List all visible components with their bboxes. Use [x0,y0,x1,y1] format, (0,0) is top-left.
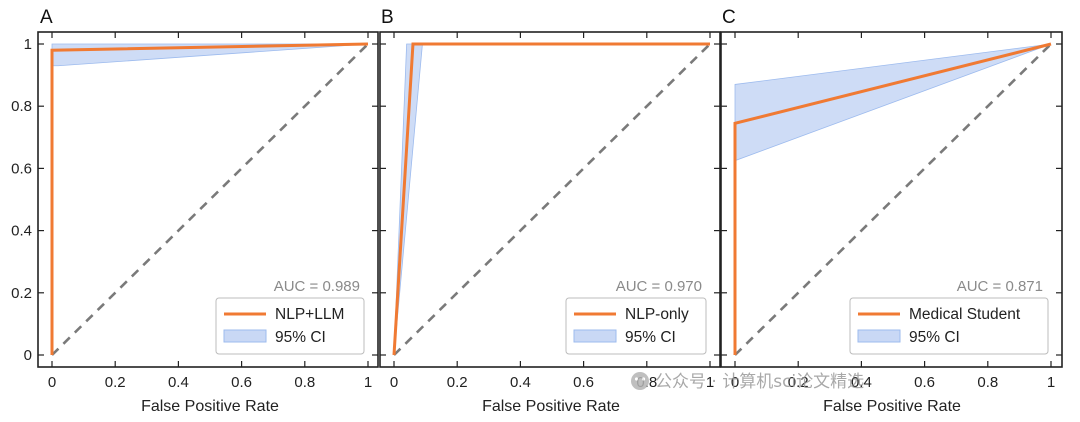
watermark: 公众号 · 计算机sci论文精选 [631,372,864,392]
panel-c-legend-entry-ci: 95% CI [909,329,960,346]
panel-b-x-tick-label: 1 [706,374,714,391]
panel-c-legend: Medical Student 95% CI [849,297,1049,355]
panel-letter-b: B [381,7,394,28]
panel-a-x-tick-label: 1 [364,374,372,391]
panel-a-x-tick-label: 0.8 [294,374,315,391]
panel-a-y-tick-label: 0 [24,347,32,364]
panel-c: C 0 0.2 0.4 0.6 0.8 1 AUC = 0.871 Medical Stu… [720,7,1063,415]
panel-a-y-tick-label: 0.2 [11,285,32,302]
panel-c-x-tick-label: 0.2 [788,374,809,391]
panel-b-auc-annotation: AUC = 0.970 [616,278,702,295]
panel-a-y-tick-label: 1 [24,36,32,53]
panel-c-x-axis-title: False Positive Rate [823,398,961,415]
panel-a-legend-entry-roc: NLP+LLM [275,306,344,323]
panel-a-y-tick-label: 0.6 [11,160,32,177]
panel-a-x-tick-label: 0 [48,374,56,391]
panel-b-legend-ci-swatch [573,329,617,343]
wechat-icon [631,372,649,390]
panel-letter-a: A [40,7,53,28]
panel-a-roc-curve [50,42,369,355]
panel-c-axes-frame [720,31,1063,368]
panel-b: B 00.20.40.60.81 AUC = 0.970 NLP-only 95… [379,7,721,415]
panel-b-plot-layer: 00.20.40.60.81 [379,31,721,391]
panel-a-x-tick-label: 0.4 [168,374,189,391]
panel-a-x-tick-label: 0.2 [105,374,126,391]
panel-c-chance-diagonal [734,43,1052,356]
panel-c-x-tick-label: 0.6 [914,374,935,391]
panel-a-plot-layer: 0 0.2 0.4 0.6 0.8 1 0 0.2 0.4 0.6 0.8 1 [11,31,379,391]
panel-a-x-axis-title: False Positive Rate [141,398,279,415]
panel-b-legend-entry-ci: 95% CI [625,329,676,346]
panel-c-x-tick-label: 1 [1047,374,1055,391]
panel-a-y-tick-label: 0.4 [11,223,32,240]
panel-c-roc-curve [733,42,1052,355]
panel-a-x-tick-label: 0.6 [231,374,252,391]
panel-a: A 0 0.2 0.4 0.6 0.8 1 0 0.2 0.4 0.6 0.8 1 AUC = 0.9… [11,7,379,415]
panel-b-axes-frame [379,31,721,368]
panel-b-chance-diagonal [393,43,711,356]
panel-b-x-tick-label: 0.6 [573,374,594,391]
panel-b-x-axis-title: False Positive Rate [482,398,620,415]
panel-a-legend: NLP+LLM 95% CI [215,297,365,355]
panel-b-ci-band [393,43,710,356]
panel-b-x-tick-label: 0 [390,374,398,391]
panel-a-legend-entry-ci: 95% CI [275,329,326,346]
wechat-icon-eye-left [634,377,639,381]
panel-c-legend-ci-swatch [857,329,901,343]
panel-c-legend-entry-roc: Medical Student [909,306,1021,323]
panel-b-roc-curve [392,42,710,356]
panel-a-y-tick-label: 0.8 [11,98,32,115]
panel-c-x-tick-label: 0.8 [977,374,998,391]
panel-a-chance-diagonal [51,43,369,356]
panel-a-auc-annotation: AUC = 0.989 [274,278,360,295]
panel-letter-c: C [722,7,736,28]
panel-c-x-tick-label: 0 [731,374,739,391]
panel-b-legend-entry-roc: NLP-only [625,306,689,323]
panel-c-plot-layer: 0 0.2 0.4 0.6 0.8 1 [720,31,1063,391]
panel-b-x-tick-label: 0.4 [510,374,531,391]
panel-c-x-tick-label: 0.4 [851,374,872,391]
panel-a-legend-ci-swatch [223,329,267,343]
panel-b-x-tick-label: 0.2 [447,374,468,391]
panel-c-auc-annotation: AUC = 0.871 [957,278,1043,295]
panel-b-legend: NLP-only 95% CI [565,297,707,355]
watermark-text: 公众号 · 计算机sci论文精选 [655,372,864,392]
wechat-icon-eye-right [641,377,646,381]
panel-c-ci-band [734,43,1052,162]
panel-a-axes-frame [37,31,379,368]
